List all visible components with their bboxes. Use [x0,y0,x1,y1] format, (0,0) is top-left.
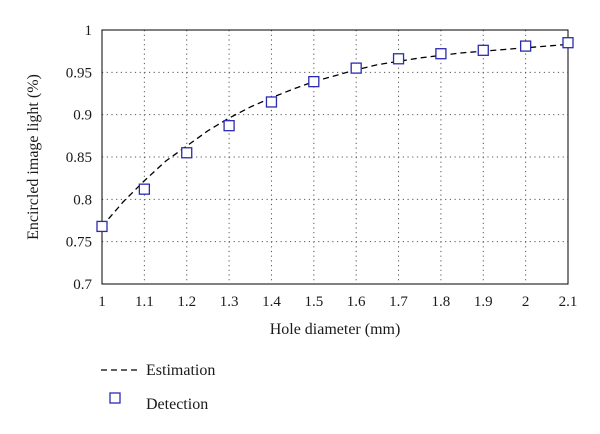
legend-detection-label: Detection [146,396,208,413]
detection-marker [562,37,574,49]
y-tick-label: 0.8 [73,192,92,208]
detection-marker [308,75,320,88]
x-axis-ticks: 1 1.1 1.2 1.3 1.4 1.5 1.6 1.7 1.8 1.9 2 2.1 [98,294,577,310]
x-tick-label: 1.8 [432,294,451,310]
y-tick-label: 0.85 [66,150,92,166]
x-tick-label: 1.3 [220,294,239,310]
y-tick-label: 0.9 [73,108,92,124]
legend-detection-swatch [109,392,121,404]
detection-marker [181,147,193,159]
x-tick-label: 2 [522,294,530,310]
detection-marker [223,120,235,132]
plot-frame [101,29,569,285]
legend: Estimation Detection [101,362,215,413]
y-tick-label: 0.7 [73,277,92,293]
y-tick-label: 0.75 [66,235,92,251]
detection-marker [392,53,405,65]
y-tick-label: 1 [85,23,93,39]
x-tick-label: 2.1 [559,294,578,310]
detection-marker [350,62,362,74]
legend-estimation-label: Estimation [146,362,215,379]
x-tick-label: 1.5 [304,294,323,310]
x-tick-label: 1.7 [389,294,408,310]
detection-markers [96,37,574,233]
y-tick-label: 0.95 [66,65,92,81]
x-tick-label: 1 [98,294,106,310]
x-tick-label: 1.2 [177,294,196,310]
y-axis-title: Encircled image light (%) [25,74,42,240]
detection-marker [265,96,278,108]
detection-marker [96,220,108,233]
detection-marker [435,48,447,60]
x-tick-label: 1.1 [135,294,154,310]
x-tick-label: 1.9 [474,294,493,310]
detection-marker [138,183,151,195]
x-axis-title: Hole diameter (mm) [270,321,401,338]
y-axis-ticks: 0.7 0.75 0.8 0.85 0.9 0.95 1 [66,23,93,293]
gridlines [102,30,568,284]
detection-marker [477,44,489,56]
estimation-line [101,43,569,227]
x-tick-label: 1.6 [347,294,366,310]
x-tick-label: 1.4 [262,294,281,310]
detection-marker [519,40,532,52]
